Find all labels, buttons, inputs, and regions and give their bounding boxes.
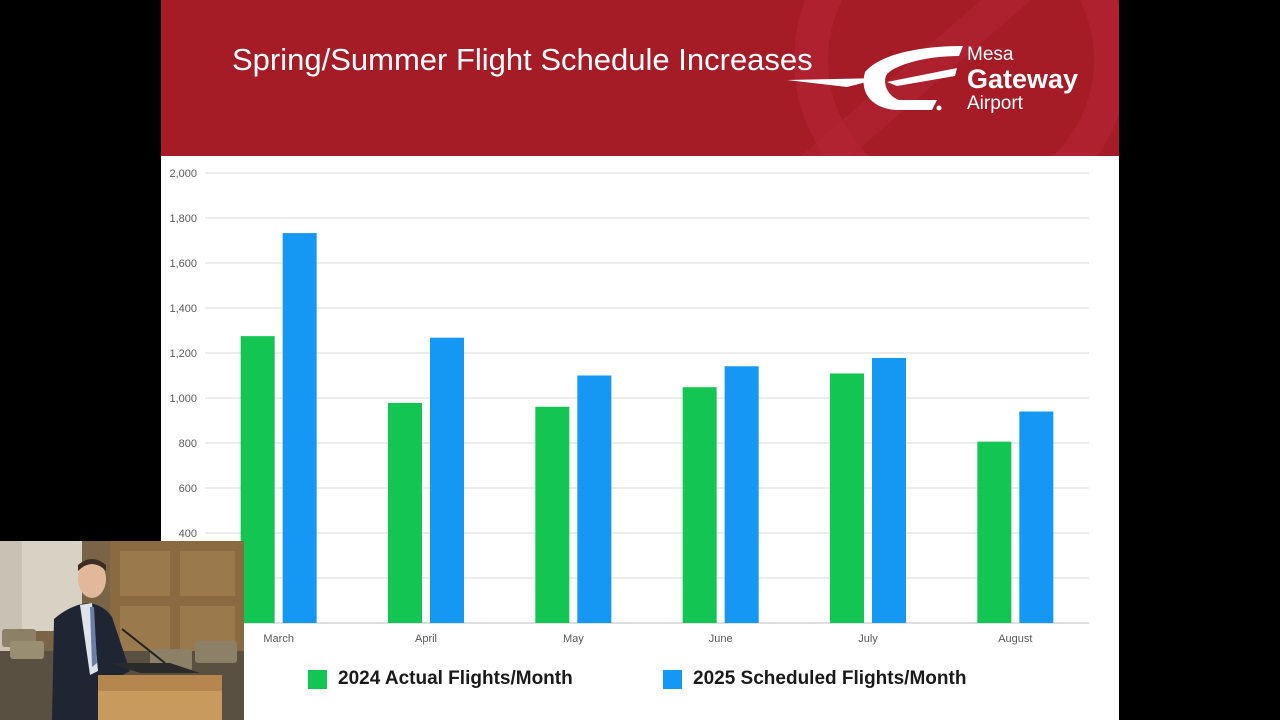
y-tick-label: 1,600 [169,258,197,270]
bar-2025-august [1019,411,1054,623]
x-tick-label: July [858,633,878,645]
bar-2024-may [535,406,570,623]
x-tick-label: April [415,633,437,645]
logo-text-mesa: Mesa [967,44,1014,65]
airport-logo-icon [787,46,963,111]
slide-title: Spring/Summer Flight Schedule Increases [232,42,813,77]
bar-2025-march [282,233,317,623]
presenter-video-icon [0,541,244,720]
bar-2024-june [682,387,717,623]
legend-swatch-2024 [308,669,327,689]
slide-header: Spring/Summer Flight Schedule Increases … [161,0,1119,156]
y-tick-label: 1,800 [169,213,197,225]
y-tick-label: 1,200 [169,348,197,360]
y-tick-label: 600 [179,483,197,495]
presenter-webcam-overlay [0,541,244,720]
slide: Spring/Summer Flight Schedule Increases … [161,0,1119,720]
bar-2024-august [977,441,1012,623]
airport-logo: Mesa Gateway Airport [787,42,1087,117]
legend-label-2025: 2025 Scheduled Flights/Month [693,668,967,689]
x-tick-label: May [563,633,584,645]
y-tick-label: 1,000 [169,393,197,405]
legend-item-2024: 2024 Actual Flights/Month [308,668,573,690]
y-tick-label: 800 [179,438,197,450]
y-tick-label: 1,400 [169,303,197,315]
bar-2025-june [724,366,759,623]
logo-text-gateway: Gateway [967,64,1079,94]
bar-2025-july [872,357,906,623]
x-tick-label: June [709,633,733,645]
y-tick-label: 400 [179,528,197,540]
bar-chart: 02004006008001,0001,2001,4001,6001,8002,… [169,168,1089,645]
legend-swatch-2025 [663,669,682,689]
logo-text-airport: Airport [967,93,1023,114]
chart-legend: 2024 Actual Flights/Month 2025 Scheduled… [161,660,1119,700]
bar-2025-may [577,375,612,623]
y-tick-label: 2,000 [169,168,197,180]
x-tick-label: March [263,633,294,645]
legend-label-2024: 2024 Actual Flights/Month [338,668,573,689]
bar-2025-april [430,337,464,623]
legend-item-2025: 2025 Scheduled Flights/Month [663,668,966,690]
bar-2024-july [830,373,864,623]
x-tick-label: August [998,633,1032,645]
bar-2024-march [240,336,275,623]
bar-2024-april [388,402,422,623]
